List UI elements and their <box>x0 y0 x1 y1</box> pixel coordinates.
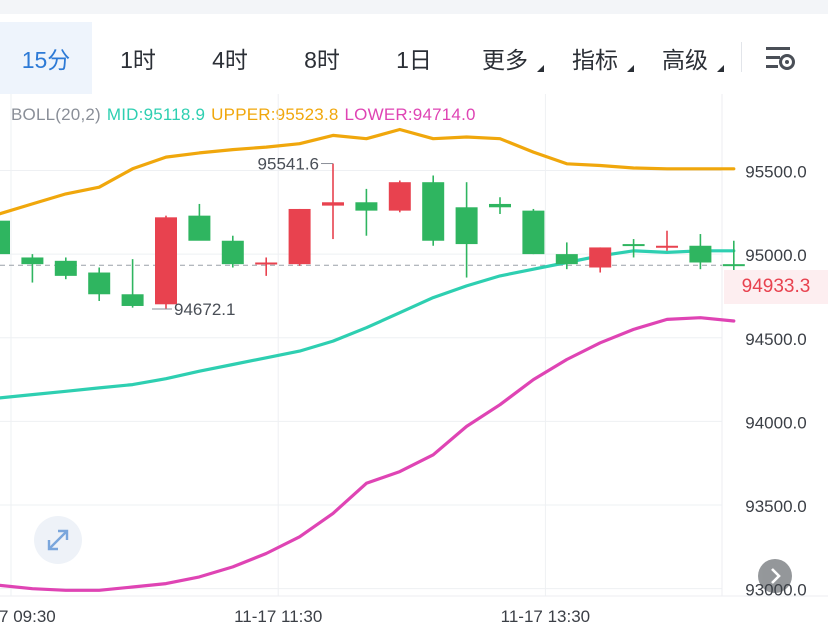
tab-label: 1时 <box>120 47 156 73</box>
chart-settings-button[interactable] <box>760 38 804 78</box>
tab-label: 4时 <box>212 47 248 73</box>
candle-body[interactable] <box>388 182 411 211</box>
candle-body[interactable] <box>622 244 645 247</box>
candle-body[interactable] <box>54 260 77 276</box>
y-axis-tick-label: 95500.0 <box>745 162 806 181</box>
candle-body[interactable] <box>21 257 44 265</box>
candle-body[interactable] <box>255 262 278 265</box>
candle-body[interactable] <box>589 247 612 268</box>
boll-lower-line <box>0 316 736 592</box>
candle-body[interactable] <box>689 245 712 263</box>
candle-body[interactable] <box>322 202 344 206</box>
current-price-tag: 94933.3 <box>724 270 828 304</box>
indicator-name: BOLL(20,2) <box>11 105 101 124</box>
indicator-lower: LOWER:94714.0 <box>344 105 476 124</box>
candle-body[interactable] <box>88 272 111 295</box>
candle-body[interactable] <box>221 240 244 265</box>
boll-mid-line <box>0 249 736 400</box>
candle-body[interactable] <box>455 207 478 245</box>
top-strip <box>0 0 828 14</box>
high-price-label: 95541.6 <box>258 155 319 174</box>
candle-body[interactable] <box>722 264 745 267</box>
x-axis-tick-label: 11-17 13:30 <box>501 607 590 626</box>
boll-indicator-legend: BOLL(20,2) MID:95118.9 UPPER:95523.8 LOWER:… <box>11 105 482 125</box>
candle-body[interactable] <box>422 182 445 241</box>
scroll-to-latest-button[interactable] <box>758 559 792 593</box>
timeframe-tab-bar: 15分 1时 4时 8时 1日 更多 指标 高级 <box>0 22 828 94</box>
tab-advanced-dropdown[interactable]: 高级 <box>640 22 730 94</box>
candle-body[interactable] <box>489 203 511 208</box>
indicator-mid: MID:95118.9 <box>106 105 206 124</box>
tab-8h[interactable]: 8时 <box>276 22 368 94</box>
candle-body[interactable] <box>155 217 177 305</box>
candle-body[interactable] <box>522 210 545 255</box>
tab-more-dropdown[interactable]: 更多 <box>460 22 550 94</box>
y-axis-tick-label: 94500.0 <box>745 330 806 349</box>
dropdown-triangle-icon <box>537 65 544 72</box>
tab-indicators-dropdown[interactable]: 指标 <box>550 22 640 94</box>
candle-body[interactable] <box>288 208 311 265</box>
indicator-upper: UPPER:95523.8 <box>211 105 339 124</box>
tab-label: 高级 <box>662 47 708 73</box>
chevron-right-icon <box>771 568 781 584</box>
settings-sliders-icon <box>766 47 795 70</box>
low-price-label: 94672.1 <box>174 300 235 319</box>
dropdown-triangle-icon <box>627 65 634 72</box>
x-axis-tick-label: 11-17 09:30 <box>0 607 56 626</box>
candlestick-chart[interactable]: 95500.095000.094500.094000.093500.093000… <box>0 94 828 628</box>
candle-body[interactable] <box>188 215 211 241</box>
tab-label: 1日 <box>396 47 432 73</box>
dropdown-triangle-icon <box>717 65 724 72</box>
candle-body[interactable] <box>555 254 578 265</box>
tab-label: 更多 <box>482 47 528 73</box>
tab-1h[interactable]: 1时 <box>92 22 184 94</box>
tab-label: 8时 <box>304 47 340 73</box>
candle-body[interactable] <box>656 245 678 248</box>
tab-divider <box>741 42 742 72</box>
y-axis-tick-label: 95000.0 <box>745 246 806 265</box>
expand-arrows-icon <box>47 529 69 551</box>
x-axis-tick-label: 11-17 11:30 <box>234 607 322 626</box>
tab-1d[interactable]: 1日 <box>368 22 460 94</box>
candle-body[interactable] <box>355 202 378 211</box>
candle-body[interactable] <box>121 294 144 306</box>
tab-15m[interactable]: 15分 <box>0 22 92 94</box>
tab-label: 15分 <box>21 47 71 73</box>
y-axis-tick-label: 94000.0 <box>745 413 806 432</box>
candle-body[interactable] <box>0 220 10 255</box>
boll-upper-line <box>0 127 736 216</box>
tab-4h[interactable]: 4时 <box>184 22 276 94</box>
tab-label: 指标 <box>572 47 618 73</box>
fullscreen-button[interactable] <box>34 516 82 564</box>
y-axis-tick-label: 93500.0 <box>745 497 806 516</box>
current-price-value: 94933.3 <box>741 276 811 297</box>
